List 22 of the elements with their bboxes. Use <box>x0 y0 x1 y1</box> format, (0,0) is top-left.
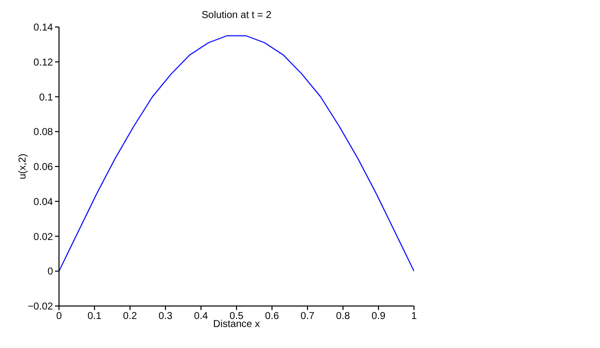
y-tick-label: 0.14 <box>34 22 54 34</box>
y-tick-label: 0.02 <box>34 232 54 243</box>
line-series <box>59 35 414 272</box>
y-tick-label: 0 <box>47 266 54 278</box>
y-tick-label: 0.12 <box>34 57 54 68</box>
x-tick-label: 0 <box>56 311 62 322</box>
y-tick-label: 0.1 <box>39 92 54 104</box>
x-tick-label: 0.4 <box>194 311 208 322</box>
x-tick-label: 0.2 <box>123 311 138 322</box>
x-tick-label: 0.7 <box>300 311 315 322</box>
x-tick-label: 0.8 <box>336 311 350 322</box>
x-tick-label: 1 <box>411 311 418 322</box>
x-tick-label: 0.9 <box>372 311 386 322</box>
y-axis-title: u(x,2) <box>18 154 29 180</box>
y-tick-label: −0.02 <box>28 302 54 313</box>
x-tick-label: 0.1 <box>88 311 102 322</box>
y-tick-label: 0.04 <box>34 196 54 208</box>
y-tick-label: 0.06 <box>34 162 54 174</box>
x-tick-label: 0.6 <box>265 311 280 322</box>
y-tick-label: 0.08 <box>34 127 54 138</box>
x-tick-label: 0.3 <box>158 311 173 322</box>
chart-title: Solution at t = 2 <box>200 10 272 21</box>
